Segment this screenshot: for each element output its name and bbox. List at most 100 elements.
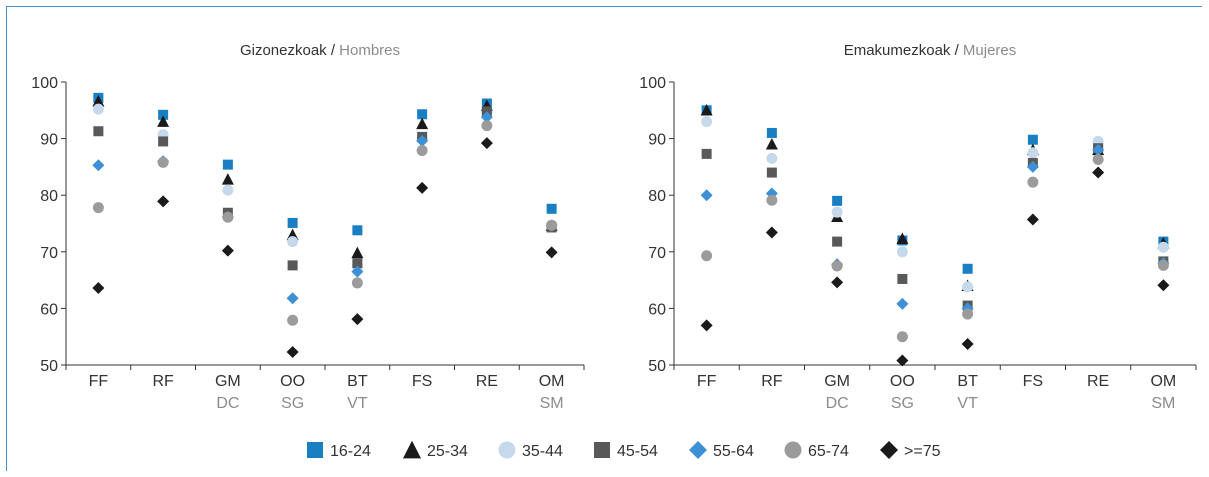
data-point <box>287 236 299 248</box>
data-point <box>351 313 364 326</box>
data-point <box>287 260 298 271</box>
data-point <box>1157 259 1169 271</box>
x-tick-label: RE <box>476 373 498 390</box>
data-point <box>765 226 778 239</box>
data-point <box>546 203 557 214</box>
legend-marker-triangle <box>403 440 421 459</box>
legend-item: 16-24 <box>307 442 371 460</box>
data-point <box>896 331 908 343</box>
data-point <box>158 109 169 120</box>
legend-marker-square <box>307 442 323 458</box>
x-tick-label: BT <box>347 373 368 390</box>
legend-marker-diamond <box>880 441 898 459</box>
legend-label: 45-54 <box>617 443 658 460</box>
y-tick-label: 90 <box>648 132 666 149</box>
x-tick-label: RF <box>761 373 783 390</box>
legend-item: 65-74 <box>784 441 849 460</box>
data-point <box>832 195 843 206</box>
data-point <box>765 138 778 150</box>
chart-title-primary: Gizonezkoak / <box>240 42 339 59</box>
figure-frame <box>6 6 1202 471</box>
x-tick-label: GM <box>824 373 850 390</box>
legend-item: 45-54 <box>594 442 658 460</box>
data-point <box>962 308 974 320</box>
x-tick-label: RF <box>152 373 174 390</box>
legend-label: 16-24 <box>330 443 371 460</box>
x-tick-label: OO <box>890 373 915 390</box>
data-point <box>896 246 908 258</box>
data-point <box>1092 166 1105 179</box>
x-tick-label-secondary: SM <box>1151 395 1175 412</box>
y-tick-label: 70 <box>648 245 666 262</box>
y-tick-label: 80 <box>40 188 58 205</box>
data-point <box>351 277 363 289</box>
y-tick-label: 60 <box>40 301 58 318</box>
x-tick-label-secondary: SG <box>281 395 304 412</box>
data-point <box>896 232 909 245</box>
chart-title: Emakumezkoak / Mujeres <box>844 42 1017 59</box>
data-point <box>222 159 233 170</box>
data-point <box>286 292 299 305</box>
data-point <box>352 225 363 236</box>
data-point <box>1027 147 1039 159</box>
data-point <box>92 103 104 115</box>
y-tick-label: 50 <box>40 358 58 375</box>
data-point <box>700 104 713 116</box>
data-point <box>92 202 104 214</box>
legend-item: >=75 <box>880 441 941 460</box>
data-point <box>831 260 843 272</box>
chart-panel-1: Gizonezkoak / Hombres 50 60 70 80 90 100 FF RF GM… <box>31 42 585 412</box>
data-point <box>700 189 713 202</box>
legend-label: >=75 <box>904 443 941 460</box>
data-point <box>480 137 493 150</box>
data-point <box>961 338 974 351</box>
y-tick-label: 100 <box>639 75 666 92</box>
x-tick-label: OM <box>539 373 565 390</box>
data-point <box>545 246 558 259</box>
legend-label: 55-64 <box>713 443 754 460</box>
legend-label: 65-74 <box>808 443 849 460</box>
data-point <box>766 152 778 164</box>
legend-item: 55-64 <box>689 441 754 460</box>
data-point <box>700 319 713 332</box>
legend-item: 25-34 <box>403 440 468 460</box>
data-point <box>157 115 170 127</box>
data-point <box>1026 160 1039 173</box>
x-tick-label: GM <box>215 373 241 390</box>
data-point <box>1092 143 1105 156</box>
chart-title-secondary: Hombres <box>339 42 400 59</box>
data-point <box>1157 279 1170 292</box>
x-tick-label-secondary: SG <box>891 395 914 412</box>
data-point <box>416 144 428 156</box>
legend-label: 25-34 <box>427 443 468 460</box>
data-point <box>1092 154 1104 166</box>
data-point <box>701 116 713 128</box>
x-tick-label-secondary: DC <box>826 395 849 412</box>
data-point <box>896 297 909 310</box>
x-tick-label: FF <box>89 373 109 390</box>
data-point <box>831 276 844 289</box>
chart-title: Gizonezkoak / Hombres <box>240 42 400 59</box>
x-tick-label-secondary: VT <box>347 395 368 412</box>
data-point <box>416 117 429 130</box>
data-point <box>1157 241 1169 253</box>
data-point <box>481 120 493 132</box>
data-point <box>416 134 429 147</box>
data-point <box>157 156 169 168</box>
x-tick-label-secondary: VT <box>957 395 978 412</box>
x-tick-label: FS <box>412 373 432 390</box>
data-point <box>831 206 843 218</box>
data-point <box>222 211 234 223</box>
data-point <box>92 282 105 295</box>
data-point <box>546 219 558 231</box>
data-point <box>897 273 908 284</box>
y-tick-label: 100 <box>31 75 58 92</box>
data-point <box>962 263 973 274</box>
chart-panel-2: Emakumezkoak / Mujeres 50 60 70 80 90 100 FF RF G… <box>639 42 1197 412</box>
data-point <box>962 281 974 293</box>
data-point <box>417 109 428 120</box>
data-point <box>480 111 493 124</box>
data-point <box>352 258 363 269</box>
data-point <box>1026 213 1039 226</box>
